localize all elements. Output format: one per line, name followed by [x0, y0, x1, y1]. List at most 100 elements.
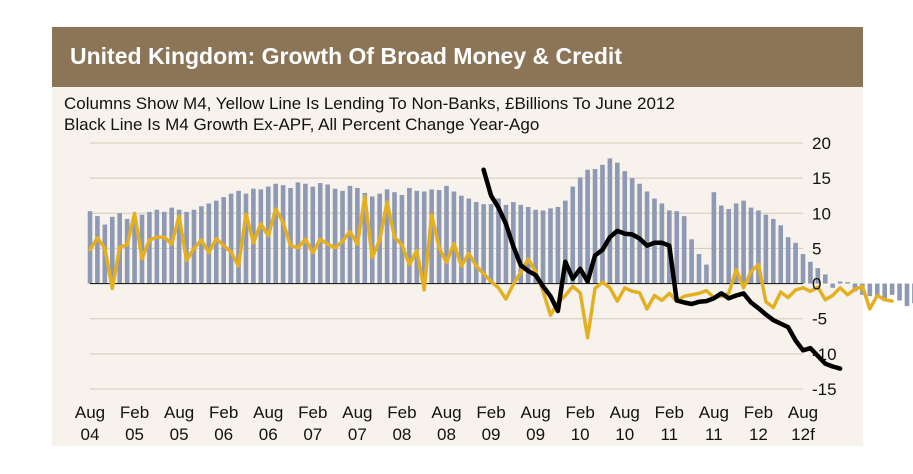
- m4-column: [399, 195, 405, 284]
- m4-column: [243, 193, 249, 284]
- m4-column: [585, 169, 590, 284]
- m4-column: [199, 206, 204, 284]
- x-tick-year: 12f: [791, 425, 815, 444]
- x-tick-year: 05: [125, 425, 144, 444]
- m4-column: [414, 190, 420, 284]
- m4-column: [548, 208, 553, 284]
- m4-column: [533, 209, 538, 284]
- x-tick-month: Feb: [120, 403, 149, 422]
- m4-column: [756, 210, 761, 284]
- m4-column: [845, 282, 850, 284]
- m4-column: [206, 203, 212, 284]
- m4-column: [867, 283, 873, 297]
- y-tick-label: 10: [812, 204, 831, 223]
- m4-column: [488, 204, 494, 284]
- m4-column: [785, 237, 791, 284]
- m4-column: [362, 192, 368, 284]
- m4-column: [295, 182, 301, 284]
- m4-column: [273, 183, 278, 284]
- x-tick-year: 06: [214, 425, 233, 444]
- m4-column: [473, 202, 479, 284]
- m4-column: [384, 189, 390, 284]
- m4-column: [689, 239, 694, 284]
- lending-line: [88, 194, 894, 340]
- x-tick-year: 07: [348, 425, 367, 444]
- y-tick-label: 5: [812, 239, 821, 258]
- m4-column: [570, 186, 576, 284]
- m4-column: [481, 204, 486, 284]
- x-axis-ticks: Aug 04 Feb 05 Aug 05 Feb 06 Aug 06 Feb 07 Aug 07 Feb 08…: [75, 403, 818, 444]
- series-lines: [88, 167, 894, 371]
- x-tick-month: Aug: [521, 403, 551, 422]
- m4-column: [407, 187, 412, 284]
- m4-column: [503, 204, 509, 284]
- x-tick-month: Aug: [342, 403, 372, 422]
- m4-column: [451, 191, 457, 284]
- y-tick-label: -15: [812, 380, 837, 399]
- m4-column: [778, 225, 784, 284]
- m4-ex-apf-line: [481, 167, 843, 371]
- y-tick-label: -5: [812, 310, 827, 329]
- m4-column: [882, 283, 888, 302]
- x-tick-month: Feb: [298, 403, 327, 422]
- m4-column: [310, 186, 316, 284]
- x-tick-year: 08: [392, 425, 411, 444]
- x-tick-year: 09: [526, 425, 545, 444]
- m4-column: [607, 158, 613, 284]
- m4-column: [637, 183, 642, 284]
- m4-column: [629, 178, 635, 284]
- m4-column: [904, 283, 910, 307]
- m4-column: [221, 197, 226, 284]
- m4-column: [555, 206, 561, 284]
- x-tick-month: Aug: [699, 403, 729, 422]
- m4-column: [132, 219, 137, 284]
- m4-column: [303, 183, 308, 284]
- m4-column: [577, 177, 583, 284]
- m4-column: [726, 209, 732, 284]
- m4-column: [317, 183, 323, 284]
- m4-column: [681, 216, 687, 284]
- x-tick-year: 04: [81, 425, 100, 444]
- y-tick-label: 20: [812, 134, 831, 153]
- m4-column: [800, 254, 806, 284]
- m4-column: [815, 268, 821, 284]
- y-axis-ticks: 20 15 10 5 0 -5 -10 -15: [812, 134, 837, 399]
- m4-column: [258, 189, 264, 284]
- m4-column: [161, 211, 167, 284]
- m4-column: [228, 193, 234, 284]
- x-tick-month: Feb: [387, 403, 416, 422]
- m4-column: [770, 218, 776, 284]
- x-tick-year: 11: [660, 425, 678, 444]
- m4-column: [704, 264, 709, 284]
- x-tick-month: Feb: [209, 403, 238, 422]
- m4-column: [436, 190, 442, 284]
- m4-column: [615, 162, 620, 284]
- m4-column: [830, 283, 836, 288]
- m4-column: [763, 214, 769, 284]
- x-tick-year: 07: [303, 425, 322, 444]
- m4-column: [897, 283, 902, 301]
- m4-column: [696, 254, 702, 284]
- m4-column: [109, 216, 115, 284]
- x-tick-month: Aug: [431, 403, 461, 422]
- m4-column: [793, 242, 798, 284]
- x-tick-year: 12: [749, 425, 768, 444]
- m4-column: [518, 204, 524, 284]
- title-bar: [52, 27, 863, 87]
- m4-column: [466, 198, 472, 284]
- y-tick-label: 0: [812, 275, 821, 294]
- x-tick-month: Aug: [164, 403, 194, 422]
- y-tick-label: 15: [812, 169, 831, 188]
- m4-column: [154, 209, 160, 284]
- m4-column: [733, 203, 739, 284]
- m4-column: [540, 210, 546, 284]
- m4-column: [718, 205, 724, 284]
- chart-subtitle-line-1: Columns Show M4, Yellow Line Is Lending …: [64, 94, 675, 113]
- m4-column: [592, 169, 598, 284]
- m4-column: [711, 192, 717, 284]
- x-tick-year: 10: [615, 425, 634, 444]
- m4-column: [889, 283, 895, 295]
- m4-column: [563, 200, 568, 284]
- m4-column: [496, 198, 501, 284]
- m4-column: [748, 207, 754, 284]
